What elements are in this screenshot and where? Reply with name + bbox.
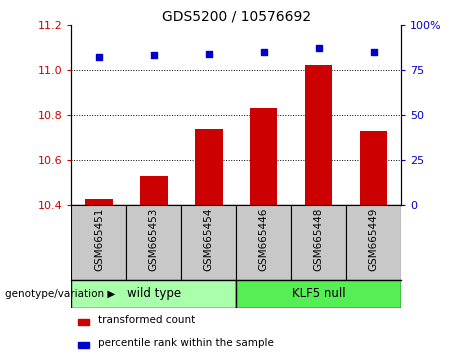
Text: percentile rank within the sample: percentile rank within the sample bbox=[98, 338, 274, 348]
Text: GSM665453: GSM665453 bbox=[149, 207, 159, 271]
Bar bbox=[126, 205, 181, 280]
Text: genotype/variation ▶: genotype/variation ▶ bbox=[5, 289, 115, 299]
Bar bbox=[346, 205, 401, 280]
Point bbox=[260, 49, 267, 55]
Bar bbox=[236, 205, 291, 280]
Text: GSM665448: GSM665448 bbox=[313, 207, 324, 271]
Bar bbox=[140, 176, 168, 205]
Title: GDS5200 / 10576692: GDS5200 / 10576692 bbox=[162, 10, 311, 24]
Bar bbox=[305, 65, 332, 205]
Text: GSM665446: GSM665446 bbox=[259, 207, 269, 271]
Text: GSM665449: GSM665449 bbox=[369, 207, 378, 271]
Bar bbox=[71, 205, 126, 280]
Point bbox=[315, 45, 322, 51]
Bar bbox=[250, 108, 278, 205]
Text: GSM665451: GSM665451 bbox=[94, 207, 104, 271]
Point bbox=[370, 49, 377, 55]
Point bbox=[150, 53, 158, 58]
Bar bbox=[181, 205, 236, 280]
Text: KLF5 null: KLF5 null bbox=[292, 287, 345, 300]
Bar bbox=[360, 131, 387, 205]
Text: wild type: wild type bbox=[127, 287, 181, 300]
Bar bbox=[85, 199, 112, 205]
Point bbox=[95, 55, 103, 60]
Bar bbox=[195, 129, 223, 205]
Text: GSM665454: GSM665454 bbox=[204, 207, 214, 271]
Bar bbox=[236, 280, 401, 308]
Bar bbox=[71, 280, 236, 308]
Bar bbox=[78, 342, 89, 348]
Point bbox=[205, 51, 213, 57]
Bar bbox=[291, 205, 346, 280]
Bar bbox=[78, 319, 89, 325]
Text: transformed count: transformed count bbox=[98, 315, 195, 325]
